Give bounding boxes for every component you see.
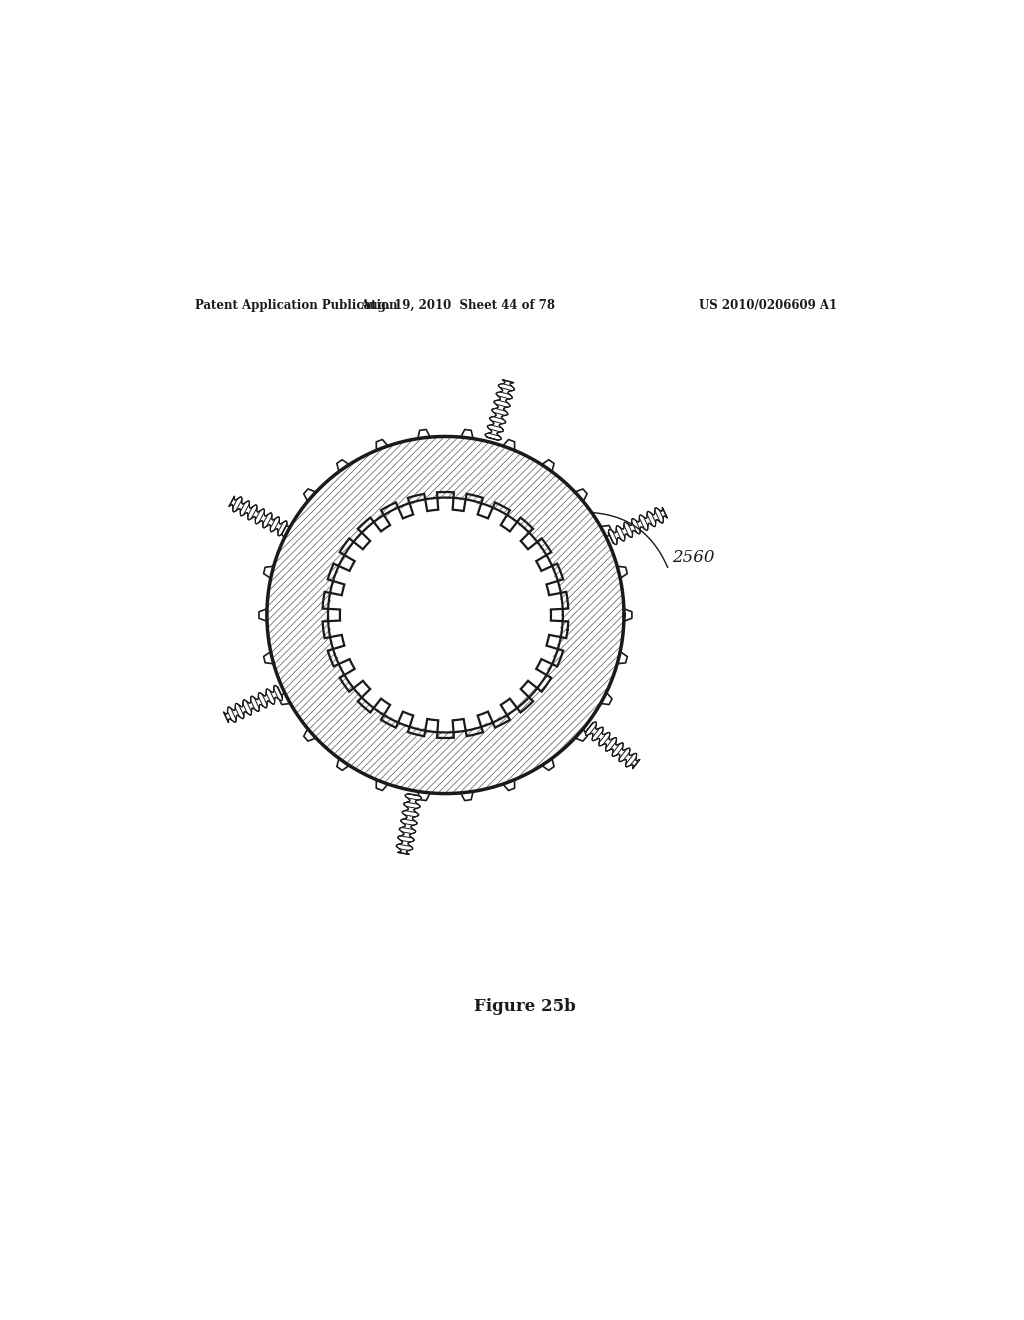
Polygon shape [229, 496, 287, 536]
Text: Patent Application Publication: Patent Application Publication [196, 300, 398, 312]
Polygon shape [223, 685, 283, 722]
Text: 2560: 2560 [672, 549, 714, 566]
Polygon shape [586, 722, 640, 768]
Polygon shape [608, 508, 668, 545]
Text: Aug. 19, 2010  Sheet 44 of 78: Aug. 19, 2010 Sheet 44 of 78 [359, 300, 555, 312]
Polygon shape [396, 793, 422, 854]
Text: Figure 25b: Figure 25b [474, 998, 575, 1015]
Polygon shape [485, 380, 514, 440]
Text: US 2010/0206609 A1: US 2010/0206609 A1 [699, 300, 838, 312]
